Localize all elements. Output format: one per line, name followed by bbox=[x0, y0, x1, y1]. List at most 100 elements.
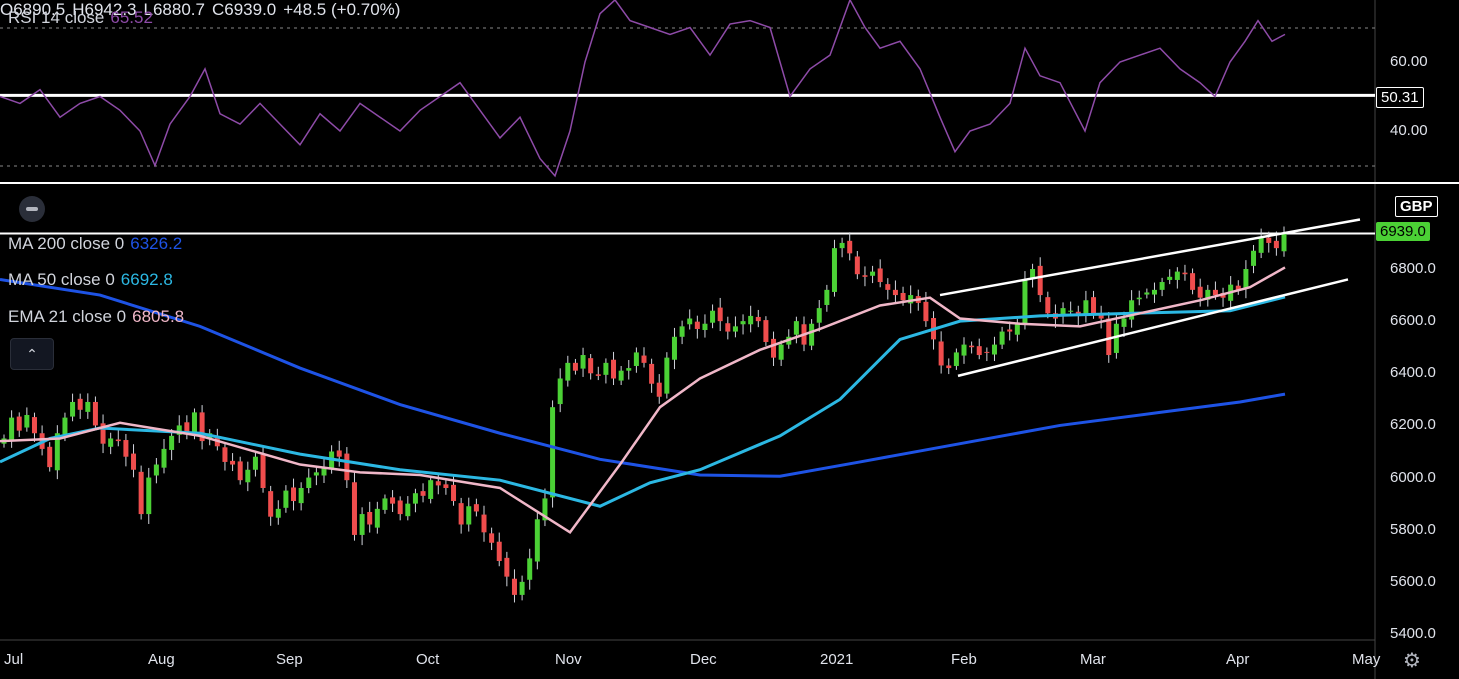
candle-body bbox=[412, 493, 418, 504]
rsi-legend: RSI 14 close 65.52 bbox=[8, 8, 153, 28]
candle-body bbox=[504, 557, 510, 577]
ma50-line bbox=[0, 295, 1286, 508]
candle-body bbox=[892, 289, 898, 296]
candle-body bbox=[1159, 282, 1165, 290]
candle-body bbox=[831, 248, 837, 292]
candle-body bbox=[984, 351, 990, 353]
candle-body bbox=[466, 506, 472, 525]
candle-body bbox=[382, 498, 388, 510]
candle-body bbox=[565, 362, 571, 381]
channel-upper-line bbox=[939, 218, 1361, 297]
candle-body bbox=[1205, 289, 1211, 300]
candle-body bbox=[877, 268, 883, 283]
candle-body bbox=[31, 417, 37, 434]
candle-body bbox=[405, 503, 411, 517]
candle-body bbox=[816, 308, 822, 323]
candle-body bbox=[1129, 300, 1135, 320]
candle-body bbox=[923, 301, 929, 322]
price-tick-label: 5800.0 bbox=[1390, 520, 1436, 538]
candle-body bbox=[557, 378, 563, 405]
candle-body bbox=[946, 365, 952, 369]
candle-body bbox=[260, 454, 266, 488]
candle-body bbox=[473, 504, 479, 512]
high-value: H6942.3 bbox=[72, 0, 137, 19]
candle-body bbox=[268, 491, 274, 517]
low-value: L6880.7 bbox=[143, 0, 205, 19]
candle-body bbox=[458, 503, 464, 525]
ohlc-readout: O6890.5 H6942.3 L6880.7 C6939.0 +48.5 (+0.70… bbox=[0, 0, 1459, 20]
candle-body bbox=[428, 480, 434, 499]
candle-body bbox=[511, 578, 517, 595]
candle-body bbox=[588, 358, 594, 374]
time-tick-label: Jul bbox=[4, 651, 24, 668]
candle-body bbox=[664, 357, 670, 394]
candle-body bbox=[1212, 289, 1218, 296]
candle-body bbox=[1144, 292, 1150, 295]
candle-body bbox=[1167, 276, 1173, 280]
candle-body bbox=[1136, 297, 1142, 300]
currency-tag[interactable]: GBP bbox=[1395, 196, 1438, 217]
candle-body bbox=[291, 487, 297, 502]
candle-body bbox=[169, 435, 175, 450]
time-tick-label: Dec bbox=[690, 651, 717, 668]
candle-body bbox=[184, 422, 190, 434]
candle-body bbox=[611, 359, 617, 379]
candle-body bbox=[1022, 279, 1028, 325]
candle-body bbox=[298, 488, 304, 504]
price-tick-label: 5600.0 bbox=[1390, 572, 1436, 590]
candle-body bbox=[656, 382, 662, 397]
candle-body bbox=[694, 321, 700, 329]
ma200-label: MA 200 close 0 bbox=[8, 234, 125, 253]
time-tick-label: Aug bbox=[148, 651, 175, 668]
candle-body bbox=[961, 344, 967, 356]
candle-body bbox=[420, 491, 426, 496]
gear-icon[interactable]: ⚙ bbox=[1403, 650, 1421, 672]
candle-body bbox=[146, 477, 152, 515]
candle-body bbox=[1037, 265, 1043, 296]
candle-body bbox=[671, 336, 677, 360]
candle-body bbox=[435, 481, 441, 486]
candle-body bbox=[999, 331, 1005, 345]
candle-body bbox=[771, 338, 777, 358]
candle-body bbox=[1091, 297, 1097, 314]
ma50-legend: MA 50 close 0 6692.8 bbox=[8, 270, 173, 290]
rsi-value: 65.52 bbox=[110, 8, 153, 27]
candle-body bbox=[1045, 297, 1051, 314]
candle-body bbox=[976, 346, 982, 356]
toggle-legend-button[interactable] bbox=[19, 196, 45, 222]
ema21-line bbox=[0, 266, 1286, 535]
price-tick-label: 5400.0 bbox=[1390, 625, 1436, 642]
candle-body bbox=[344, 453, 350, 481]
candle-body bbox=[230, 460, 236, 465]
candle-body bbox=[702, 323, 708, 331]
time-tick-label: Sep bbox=[276, 651, 303, 668]
candle-body bbox=[138, 471, 144, 515]
candle-body bbox=[1030, 269, 1036, 279]
candle-body bbox=[603, 362, 609, 375]
candle-body bbox=[1266, 237, 1272, 243]
candle-body bbox=[1174, 271, 1180, 280]
candle-body bbox=[550, 407, 556, 498]
candle-body bbox=[108, 438, 114, 447]
price-tick-label: 6400.0 bbox=[1390, 364, 1436, 382]
candle-body bbox=[245, 469, 251, 483]
ema21-value: 6805.8 bbox=[132, 307, 185, 326]
candle-body bbox=[70, 401, 76, 417]
candle-body bbox=[252, 456, 258, 470]
candle-body bbox=[580, 355, 586, 369]
candle-body bbox=[687, 318, 693, 325]
candle-body bbox=[969, 345, 975, 348]
candle-body bbox=[54, 433, 60, 471]
candle-body bbox=[1197, 286, 1203, 298]
candle-body bbox=[710, 310, 716, 323]
candle-body bbox=[1251, 250, 1257, 266]
candle-body bbox=[626, 368, 632, 371]
candle-body bbox=[397, 500, 403, 515]
collapse-legend-button[interactable]: ⌃ bbox=[10, 338, 54, 370]
candle-body bbox=[953, 352, 959, 366]
time-tick-label: Nov bbox=[555, 651, 582, 668]
candle-body bbox=[1151, 289, 1157, 295]
price-tick-label: 6000.0 bbox=[1390, 468, 1436, 486]
candle-body bbox=[717, 307, 723, 322]
